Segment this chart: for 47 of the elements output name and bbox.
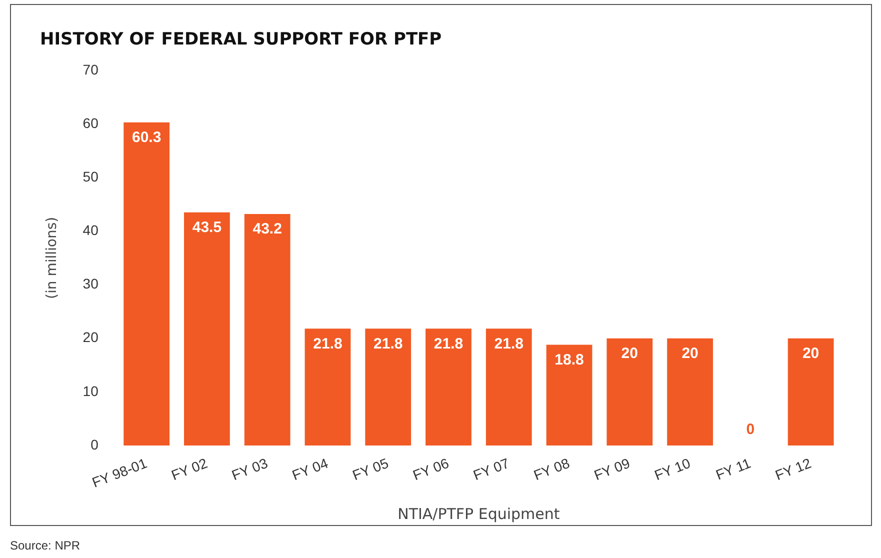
y-tick-label: 10: [82, 382, 99, 399]
y-tick-label: 20: [82, 329, 99, 346]
data-label: 43.2: [252, 220, 282, 238]
y-axis-title: (in millions): [44, 216, 60, 299]
bar: [244, 214, 290, 446]
x-axis-title: NTIA/PTFP Equipment: [398, 504, 560, 523]
y-tick-label: 40: [82, 222, 99, 238]
data-label: 18.8: [554, 351, 584, 368]
bar: [124, 122, 170, 446]
bar: [546, 344, 592, 446]
bar: [606, 338, 653, 446]
source-note: Source: NPR: [10, 538, 80, 552]
chart-title: HISTORY OF FEDERAL SUPPORT FOR PTFP: [40, 30, 442, 50]
data-label: 20: [621, 344, 638, 362]
x-tick-label: FY 05: [350, 454, 391, 484]
x-tick-label: FY 07: [470, 454, 512, 484]
data-label: 20: [802, 344, 820, 362]
data-label: 21.8: [313, 335, 342, 352]
bar: [486, 328, 532, 446]
x-tick-label: FY 98-01: [90, 454, 150, 490]
y-tick-label: 0: [90, 436, 99, 452]
data-label: 20: [682, 344, 698, 362]
bar: [304, 328, 351, 446]
y-tick-label: 50: [82, 168, 99, 184]
y-tick-label: 70: [82, 61, 99, 78]
x-tick-label: FY 11: [713, 454, 754, 483]
data-label: 60.3: [132, 129, 162, 146]
data-label: 43.5: [192, 219, 222, 236]
bar: [365, 328, 412, 446]
x-tick-label: FY 03: [229, 454, 270, 484]
x-tick-label: FY 10: [652, 454, 693, 484]
bar: [667, 338, 713, 446]
y-tick-label: 60: [82, 114, 99, 131]
x-tick-label: FY 12: [772, 454, 814, 484]
bar: [426, 328, 472, 446]
x-tick-label: FY 08: [531, 454, 572, 484]
data-label: 21.8: [374, 335, 403, 352]
data-label: 0: [746, 421, 755, 438]
x-tick-label: FY 09: [592, 454, 632, 484]
x-tick-label: FY 02: [169, 454, 210, 484]
bar: [184, 212, 230, 446]
data-label: 21.8: [434, 335, 464, 352]
y-tick-label: 30: [82, 276, 99, 292]
x-tick-label: FY 06: [410, 454, 452, 484]
bar: [788, 338, 834, 446]
x-tick-label: FY 04: [290, 454, 330, 484]
data-label: 21.8: [494, 335, 524, 352]
